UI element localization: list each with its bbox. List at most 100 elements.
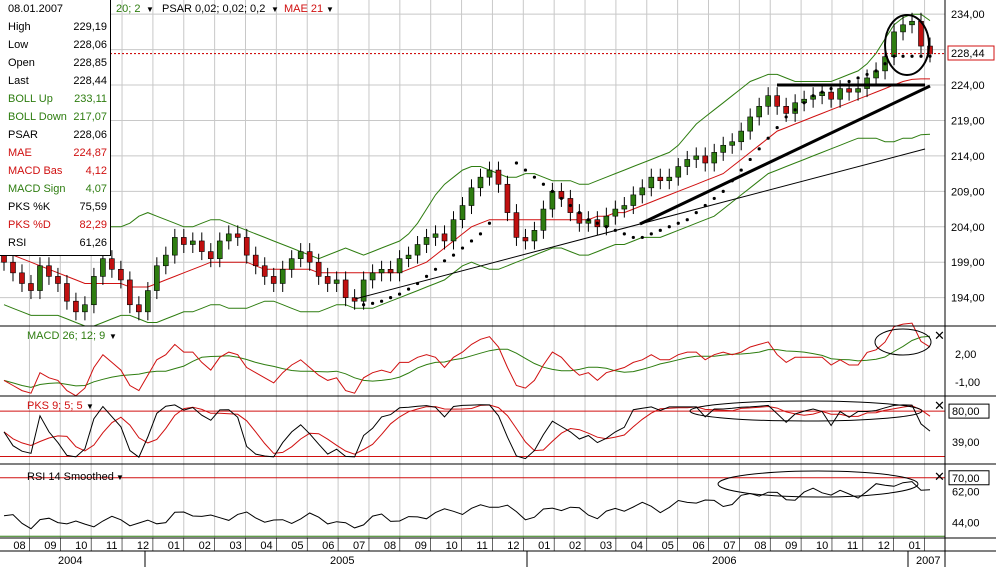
candle-body bbox=[504, 183, 511, 213]
candle-body bbox=[46, 265, 52, 277]
psar-dot bbox=[362, 303, 366, 307]
month-tick-label: 10 bbox=[446, 540, 458, 552]
psar-dot bbox=[379, 299, 384, 303]
month-tick-label: 03 bbox=[230, 540, 242, 552]
psar-dot bbox=[928, 54, 932, 58]
psar-dot bbox=[919, 54, 923, 58]
psar-dot bbox=[739, 168, 743, 172]
pks-d-line bbox=[3, 404, 931, 455]
candle-body bbox=[414, 244, 421, 256]
psar-dot bbox=[397, 292, 402, 296]
info-row: Last 228,44 bbox=[0, 72, 110, 90]
macd-close-icon[interactable]: ✕ bbox=[934, 328, 945, 343]
month-tick-label: 07 bbox=[723, 540, 735, 552]
price-tick-label: 219,00 bbox=[951, 115, 985, 127]
macd-tick-label: 2,00 bbox=[955, 349, 976, 361]
price-panel bbox=[1, 12, 945, 327]
info-row: RSI 61,26 bbox=[0, 234, 110, 252]
price-tick-label: 214,00 bbox=[951, 151, 985, 163]
psar-dot bbox=[712, 196, 716, 201]
info-row-value: 4,12 bbox=[85, 165, 107, 177]
macd-highlight-ellipse bbox=[874, 328, 932, 356]
legend-bollinger-arrow[interactable]: ▼ bbox=[146, 5, 154, 14]
pks-highlight-ellipse bbox=[689, 400, 923, 422]
candle-body bbox=[145, 290, 151, 313]
candle-body bbox=[10, 261, 16, 274]
candle-body bbox=[342, 279, 349, 298]
candle-body bbox=[837, 88, 843, 100]
candle-body bbox=[486, 169, 493, 178]
pks-close-icon[interactable]: ✕ bbox=[934, 398, 945, 413]
candle-body bbox=[531, 230, 538, 242]
month-tick-label: 02 bbox=[569, 540, 581, 552]
macd-panel bbox=[3, 322, 932, 397]
info-row: Open 228,85 bbox=[0, 54, 110, 72]
psar-dot bbox=[460, 246, 465, 250]
info-row-label: Open bbox=[8, 57, 35, 69]
month-tick-label: 04 bbox=[631, 540, 643, 552]
psar-dot bbox=[550, 189, 555, 193]
candle-body bbox=[181, 237, 187, 245]
psar-dot bbox=[442, 259, 447, 263]
candle-body bbox=[828, 91, 834, 100]
psar-dot bbox=[577, 211, 581, 215]
macd-arrow[interactable]: ▼ bbox=[109, 332, 117, 341]
rsi-arrow[interactable]: ▼ bbox=[116, 473, 124, 482]
candle-body bbox=[396, 258, 403, 274]
rsi-close-icon[interactable]: ✕ bbox=[934, 469, 945, 484]
candle-body bbox=[154, 265, 160, 291]
info-row-value: 233,11 bbox=[74, 93, 107, 105]
month-tick-label: 08 bbox=[384, 540, 396, 552]
candle-body bbox=[261, 265, 268, 277]
month-tick-label: 08 bbox=[13, 540, 25, 552]
info-date: 08.01.2007 bbox=[8, 3, 64, 15]
info-row-value: 75,59 bbox=[79, 201, 107, 213]
candle-body bbox=[441, 233, 448, 242]
candle-body bbox=[351, 297, 358, 302]
macd-tick-label: -1,00 bbox=[955, 377, 980, 389]
candle-body bbox=[19, 272, 25, 284]
pks-arrow[interactable]: ▼ bbox=[86, 402, 94, 411]
candle-body bbox=[324, 276, 331, 284]
candle-body bbox=[684, 159, 691, 167]
year-label: 2005 bbox=[330, 555, 354, 567]
candle-body bbox=[306, 251, 313, 263]
legend-psar-arrow[interactable]: ▼ bbox=[271, 5, 279, 14]
candle-body bbox=[1, 254, 7, 263]
macd-label: MACD 26; 12; 9 bbox=[27, 330, 105, 342]
rsi-tick-label: 44,00 bbox=[952, 518, 980, 530]
candle-body bbox=[459, 205, 466, 220]
month-tick-label: 09 bbox=[415, 540, 427, 552]
candle-body bbox=[846, 88, 852, 93]
candle-body bbox=[216, 240, 223, 259]
candle-body bbox=[37, 265, 43, 291]
info-row-value: 217,07 bbox=[73, 111, 107, 123]
info-row-label: MAE bbox=[8, 147, 32, 159]
info-row: MACD Sign 4,07 bbox=[0, 180, 110, 198]
candle-body bbox=[630, 194, 637, 206]
price-tick-label: 224,00 bbox=[951, 80, 985, 92]
month-tick-label: 09 bbox=[785, 540, 797, 552]
candle-body bbox=[225, 233, 232, 242]
legend-mae-arrow[interactable]: ▼ bbox=[326, 5, 334, 14]
last-price-box bbox=[947, 45, 995, 61]
candle-body bbox=[864, 77, 870, 89]
candle-body bbox=[55, 276, 61, 284]
candle-body bbox=[720, 144, 727, 153]
candle-body bbox=[513, 212, 520, 238]
psar-dot bbox=[469, 239, 474, 243]
candle-body bbox=[549, 191, 556, 210]
candle-body bbox=[693, 155, 700, 160]
psar-dot bbox=[631, 235, 635, 240]
candle-body bbox=[729, 141, 736, 146]
psar-dot bbox=[694, 211, 698, 215]
candle-body bbox=[432, 233, 439, 238]
candle-body bbox=[369, 272, 376, 281]
last-price-label: 228,44 bbox=[951, 48, 985, 60]
psar-dot bbox=[847, 79, 851, 84]
candle-body bbox=[612, 208, 619, 217]
candle-body bbox=[666, 176, 673, 182]
rsi-line bbox=[3, 481, 931, 530]
candle-body bbox=[189, 240, 196, 245]
price-tick-label: 234,00 bbox=[951, 9, 985, 21]
